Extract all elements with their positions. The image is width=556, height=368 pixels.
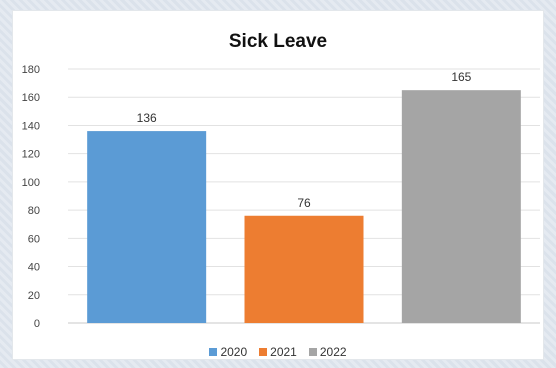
y-tick-label: 20 (28, 290, 40, 302)
legend-swatch-2020 (209, 348, 218, 356)
y-tick-label: 140 (22, 120, 40, 132)
legend-label-2022: 2022 (319, 345, 347, 359)
y-tick-label: 40 (28, 262, 40, 274)
y-tick-label: 0 (34, 318, 40, 330)
y-tick-label: 60 (28, 233, 40, 245)
legend-label-2020: 2020 (220, 345, 248, 359)
bar-2022 (401, 90, 521, 324)
legend-swatch-2022 (308, 348, 317, 356)
chart-plot: 0 20 40 60 80 100 120 140 160 180 136 76 165 (22, 64, 540, 330)
legend-item-2021: 2021 (259, 345, 297, 359)
y-tick-label: 100 (22, 177, 40, 189)
chart-card: Sick Leave 0 20 40 60 80 100 120 140 160 180 136 76… (12, 10, 544, 360)
data-label-2022: 165 (451, 70, 471, 84)
y-tick-label: 120 (22, 149, 40, 161)
chart-legend: 2020 2021 2022 (13, 345, 543, 359)
data-label-2020: 136 (137, 111, 157, 125)
y-tick-label: 160 (22, 92, 40, 104)
legend-label-2021: 2021 (270, 345, 297, 359)
legend-item-2020: 2020 (209, 345, 247, 359)
legend-item-2022: 2022 (308, 345, 347, 359)
y-tick-label: 180 (22, 64, 40, 76)
data-label-2021: 76 (297, 196, 311, 210)
bar-2020 (87, 131, 207, 323)
chart-title: Sick Leave (228, 31, 328, 52)
y-tick-label: 80 (28, 205, 40, 217)
legend-swatch-2021 (259, 348, 268, 356)
bar-2021 (244, 215, 364, 323)
